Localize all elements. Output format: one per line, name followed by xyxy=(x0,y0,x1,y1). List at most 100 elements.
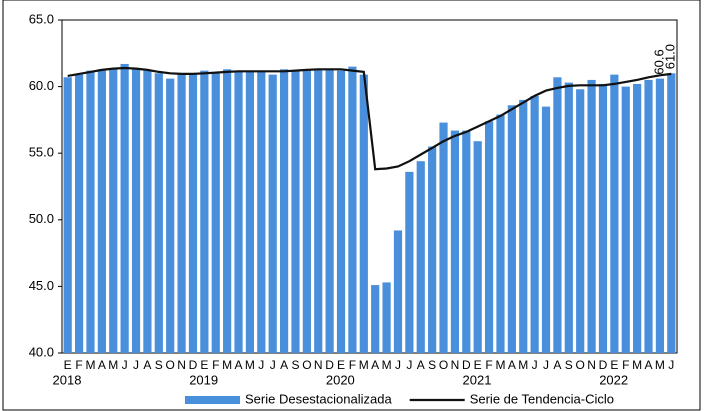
x-tick-label: N xyxy=(177,358,186,372)
x-tick-label: J xyxy=(258,358,264,372)
bar xyxy=(291,70,300,353)
bar xyxy=(314,69,323,353)
bar xyxy=(63,77,72,353)
x-tick-label: A xyxy=(235,358,243,372)
bar xyxy=(496,114,505,354)
bar xyxy=(223,69,232,353)
x-tick-label: M xyxy=(632,358,642,372)
bar xyxy=(143,70,152,353)
x-tick-label: D xyxy=(325,358,334,372)
x-tick-label: M xyxy=(108,358,118,372)
y-tick-label: 40.0 xyxy=(29,344,54,359)
value-label: 60.6 xyxy=(651,49,666,74)
x-tick-label: J xyxy=(406,358,412,372)
year-label: 2021 xyxy=(463,372,492,387)
x-tick-label: J xyxy=(270,358,276,372)
bar xyxy=(667,73,676,353)
x-tick-label: D xyxy=(599,358,608,372)
bar xyxy=(541,106,551,353)
x-tick-label: O xyxy=(439,358,448,372)
bar xyxy=(359,74,368,353)
x-tick-label: E xyxy=(474,358,482,372)
bar xyxy=(587,79,596,353)
x-tick-label: F xyxy=(485,358,492,372)
plot-frame xyxy=(61,19,678,354)
x-tick-label: M xyxy=(85,358,95,372)
x-tick-label: J xyxy=(133,358,139,372)
bar xyxy=(439,122,448,354)
x-tick-label: J xyxy=(395,358,401,372)
bar xyxy=(371,285,380,353)
x-tick-label: F xyxy=(349,358,356,372)
x-tick-label: E xyxy=(610,358,618,372)
bar xyxy=(473,141,482,353)
bar xyxy=(416,161,425,353)
x-tick-label: A xyxy=(280,358,288,372)
x-tick-label: O xyxy=(576,358,585,372)
x-tick-label: M xyxy=(382,358,392,372)
x-tick-label: A xyxy=(645,358,653,372)
x-tick-label: S xyxy=(291,358,299,372)
x-tick-label: S xyxy=(155,358,163,372)
bar xyxy=(245,70,255,353)
bar xyxy=(120,63,129,354)
value-label: 61.0 xyxy=(663,44,678,69)
bar xyxy=(336,70,346,353)
bar xyxy=(257,70,266,353)
bar xyxy=(177,74,186,353)
bar xyxy=(553,77,562,353)
x-tick-label: A xyxy=(417,358,425,372)
year-label: 2022 xyxy=(599,372,628,387)
bar xyxy=(405,171,414,353)
bar xyxy=(302,70,311,353)
bar xyxy=(188,74,198,353)
x-tick-label: F xyxy=(212,358,219,372)
bar xyxy=(519,99,528,353)
bar xyxy=(507,105,516,353)
x-tick-label: D xyxy=(189,358,198,372)
x-tick-label: S xyxy=(565,358,573,372)
x-tick-label: M xyxy=(245,358,255,372)
bar xyxy=(154,73,163,353)
x-tick-label: S xyxy=(428,358,436,372)
bar xyxy=(450,130,460,353)
bar xyxy=(633,83,642,353)
bar xyxy=(86,70,95,353)
bar xyxy=(393,230,403,353)
x-tick-label: E xyxy=(64,358,72,372)
x-tick-label: M xyxy=(359,358,369,372)
bar xyxy=(166,78,175,353)
year-label: 2020 xyxy=(326,372,355,387)
bar xyxy=(530,95,539,353)
x-tick-label: M xyxy=(495,358,505,372)
x-tick-label: M xyxy=(655,358,665,372)
x-tick-label: N xyxy=(451,358,460,372)
x-tick-label: A xyxy=(553,358,561,372)
y-tick-label: 50.0 xyxy=(29,211,54,226)
bar xyxy=(234,71,243,353)
x-tick-label: M xyxy=(518,358,528,372)
x-tick-label: A xyxy=(143,358,151,372)
bar xyxy=(131,67,141,354)
legend-swatch xyxy=(185,396,240,404)
bar xyxy=(428,146,437,353)
year-label: 2018 xyxy=(53,372,82,387)
x-tick-label: F xyxy=(75,358,82,372)
x-tick-label: A xyxy=(98,358,106,372)
bar xyxy=(564,82,573,353)
trend-line xyxy=(67,66,672,171)
bar xyxy=(576,89,585,353)
x-tick-label: O xyxy=(166,358,175,372)
bar xyxy=(462,130,471,353)
bar xyxy=(268,74,277,353)
bar xyxy=(348,66,357,354)
y-tick-label: 55.0 xyxy=(29,145,54,160)
x-tick-label: N xyxy=(314,358,323,372)
year-label: 2019 xyxy=(189,372,218,387)
bar xyxy=(211,71,220,353)
legend-label: Serie de Tendencia-Ciclo xyxy=(470,391,614,406)
bar xyxy=(610,74,619,353)
legend-label: Serie Desestacionalizada xyxy=(245,391,392,406)
